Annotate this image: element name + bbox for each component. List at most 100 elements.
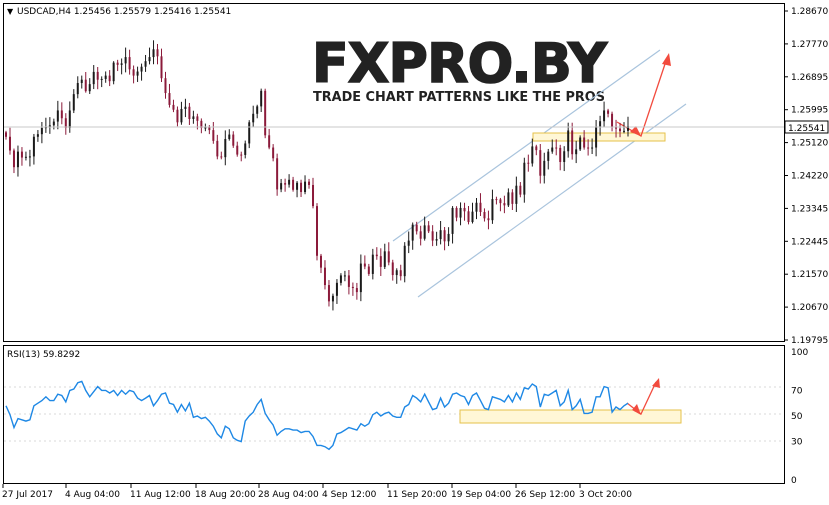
price-axis-label: 1.27770 bbox=[791, 40, 828, 50]
candle-body bbox=[120, 63, 123, 65]
candle-body bbox=[471, 211, 474, 223]
time-axis-label: 11 Aug 12:00 bbox=[130, 490, 191, 500]
candle-body bbox=[475, 202, 478, 212]
candle-body bbox=[383, 251, 386, 267]
candle-body bbox=[140, 66, 143, 72]
symbol-ohlc-label: USDCAD,H4 1.25456 1.25579 1.25416 1.2554… bbox=[17, 7, 231, 17]
price-axis-label: 1.25120 bbox=[791, 139, 828, 149]
candle-body bbox=[52, 121, 55, 126]
candle-body bbox=[100, 78, 103, 80]
candle-body bbox=[479, 202, 482, 213]
rsi-support-zone bbox=[459, 409, 682, 424]
candle-body bbox=[148, 57, 151, 62]
candle-body bbox=[619, 128, 622, 132]
candle-body bbox=[351, 286, 354, 289]
candle-body bbox=[571, 130, 574, 155]
candle-body bbox=[208, 127, 211, 131]
candle-body bbox=[268, 135, 271, 148]
candle-body bbox=[551, 147, 554, 152]
chart-menu-arrow[interactable]: ▼ bbox=[7, 7, 14, 16]
price-arrow-head-up bbox=[662, 53, 671, 66]
candle-body bbox=[543, 160, 546, 176]
candle-body bbox=[56, 110, 59, 122]
rsi-axis-label: 30 bbox=[791, 438, 803, 448]
price-axis-label: 1.28670 bbox=[791, 7, 828, 17]
candle-body bbox=[136, 71, 139, 76]
candle-body bbox=[252, 113, 255, 123]
candle-body bbox=[599, 121, 602, 127]
candle-body bbox=[164, 78, 167, 94]
candle-body bbox=[76, 83, 79, 95]
candle-body bbox=[431, 231, 434, 241]
candle-body bbox=[280, 183, 283, 190]
candle-body bbox=[124, 57, 127, 64]
candle-body bbox=[156, 49, 159, 57]
candle-body bbox=[240, 154, 243, 156]
candle-body bbox=[319, 255, 322, 268]
candle-body bbox=[36, 134, 39, 137]
candle-body bbox=[447, 233, 450, 242]
price-support-zone bbox=[532, 132, 666, 142]
candle-body bbox=[300, 182, 303, 193]
candle-body bbox=[180, 108, 183, 123]
candle-body bbox=[483, 212, 486, 219]
price-axis-label: 1.22445 bbox=[791, 237, 828, 247]
candle-body bbox=[535, 146, 538, 151]
rsi-line bbox=[5, 380, 629, 451]
price-axis: 1.28670 1.27770 1.26895 1.25995 1.25120 1.242… bbox=[784, 7, 828, 346]
candle-body bbox=[28, 156, 31, 158]
candle-body bbox=[367, 266, 370, 274]
candle-body bbox=[236, 145, 239, 155]
candle-body bbox=[527, 162, 530, 164]
channel-upper-line bbox=[392, 49, 661, 242]
current-price-marker: 1.25541 bbox=[4, 120, 829, 134]
watermark-tagline: TRADE CHART PATTERNS LIKE THE PROS bbox=[313, 90, 605, 105]
candle-body bbox=[292, 179, 295, 190]
candle-body bbox=[212, 130, 215, 141]
price-axis-label: 1.23345 bbox=[791, 204, 828, 214]
rsi-arrow-path bbox=[626, 381, 657, 416]
candle-body bbox=[272, 147, 275, 159]
price-axis-label: 1.24220 bbox=[791, 172, 828, 182]
candle-body bbox=[144, 61, 147, 67]
price-axis-label: 1.20670 bbox=[791, 303, 828, 313]
candle-body bbox=[260, 90, 263, 107]
candle-body bbox=[511, 192, 514, 204]
candle-body bbox=[192, 116, 195, 119]
candle-body bbox=[5, 132, 7, 137]
time-axis-label: 4 Sep 12:00 bbox=[322, 490, 377, 500]
candle-body bbox=[579, 137, 582, 150]
candle-body bbox=[220, 156, 223, 158]
price-axis-label: 1.21570 bbox=[791, 270, 828, 280]
candle-body bbox=[316, 206, 318, 256]
time-axis-label: 27 Jul 2017 bbox=[2, 490, 53, 500]
candle-body bbox=[391, 262, 394, 276]
candle-body bbox=[152, 49, 155, 58]
candle-body bbox=[403, 245, 406, 277]
candle-body bbox=[20, 151, 23, 158]
candle-body bbox=[339, 275, 342, 283]
candle-body bbox=[308, 181, 311, 185]
candle-body bbox=[439, 230, 442, 240]
watermark-tagline-bar bbox=[308, 86, 608, 104]
candle-body bbox=[264, 90, 267, 136]
candle-body bbox=[288, 179, 291, 185]
candle-body bbox=[547, 151, 550, 161]
candle-body bbox=[443, 230, 446, 242]
candle-body bbox=[224, 139, 227, 158]
candle-body bbox=[591, 147, 594, 149]
price-arrow-head-down bbox=[630, 126, 641, 136]
candle-body bbox=[583, 137, 586, 148]
candlestick-series bbox=[5, 40, 629, 311]
candle-body bbox=[623, 130, 626, 132]
candle-body bbox=[92, 71, 95, 85]
candle-body bbox=[491, 199, 494, 221]
price-axis-label: 1.26895 bbox=[791, 73, 828, 83]
candle-body bbox=[455, 207, 458, 218]
candle-body bbox=[611, 113, 614, 128]
rsi-axis-label: 100 bbox=[791, 348, 808, 358]
candle-body bbox=[304, 181, 307, 193]
candle-body bbox=[128, 57, 131, 70]
candle-body bbox=[463, 207, 466, 212]
candle-body bbox=[216, 140, 219, 157]
